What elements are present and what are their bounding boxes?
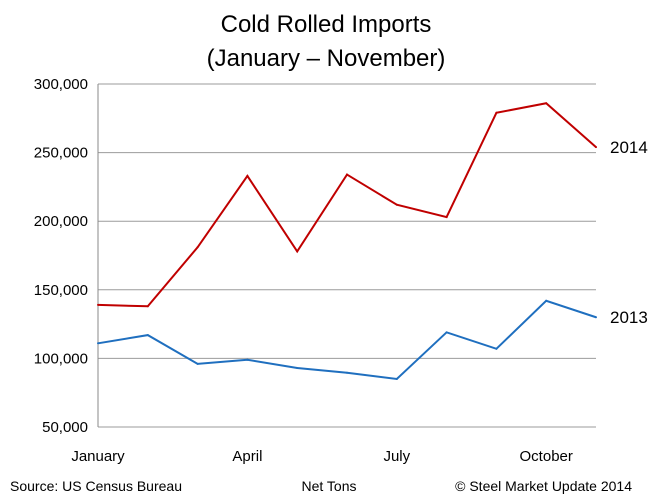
y-tick-label: 250,000	[34, 145, 88, 162]
data-point	[495, 111, 498, 114]
data-point	[445, 331, 448, 334]
data-point	[595, 146, 597, 149]
data-point	[495, 347, 498, 350]
data-point	[296, 250, 299, 253]
units-note: Net Tons	[302, 478, 357, 494]
source-note: Source: US Census Bureau	[10, 478, 182, 494]
data-point	[395, 203, 398, 206]
y-axis-ticks: 50,000 100,000 150,000 200,000 250,000 300,00…	[34, 76, 88, 436]
data-point	[395, 377, 398, 380]
copyright-note: © Steel Market Update 2014	[455, 478, 632, 494]
data-point	[346, 371, 348, 374]
data-point	[97, 303, 99, 306]
x-axis-ticks: January April July October	[71, 448, 573, 465]
data-point	[296, 367, 299, 370]
data-point	[545, 299, 548, 302]
data-point	[146, 334, 149, 337]
data-point	[146, 305, 149, 308]
x-tick-label: October	[520, 448, 573, 465]
data-point	[246, 174, 249, 177]
y-tick-label: 50,000	[42, 419, 88, 436]
chart-subtitle: (January – November)	[207, 45, 446, 72]
data-point	[545, 102, 548, 105]
series-label-2013: 2013	[610, 308, 648, 327]
series-label-2014: 2014	[610, 138, 648, 157]
y-tick-label: 150,000	[34, 282, 88, 299]
series-line-2013	[97, 299, 597, 381]
data-point	[445, 216, 448, 219]
data-point	[346, 173, 348, 176]
series-end-labels: 2014 2013	[610, 138, 648, 327]
gridlines	[97, 83, 596, 428]
x-tick-label: July	[383, 448, 410, 465]
data-point	[97, 342, 99, 345]
chart-title: Cold Rolled Imports	[221, 11, 432, 38]
data-point	[196, 362, 199, 365]
data-point	[595, 316, 597, 319]
series-line-2014	[97, 102, 597, 308]
y-tick-label: 200,000	[34, 213, 88, 230]
series-lines	[97, 102, 597, 381]
data-point	[196, 246, 199, 249]
x-tick-label: April	[232, 448, 262, 465]
y-tick-label: 300,000	[34, 76, 88, 93]
y-tick-label: 100,000	[34, 350, 88, 367]
data-point	[246, 358, 249, 361]
x-tick-label: January	[71, 448, 125, 465]
